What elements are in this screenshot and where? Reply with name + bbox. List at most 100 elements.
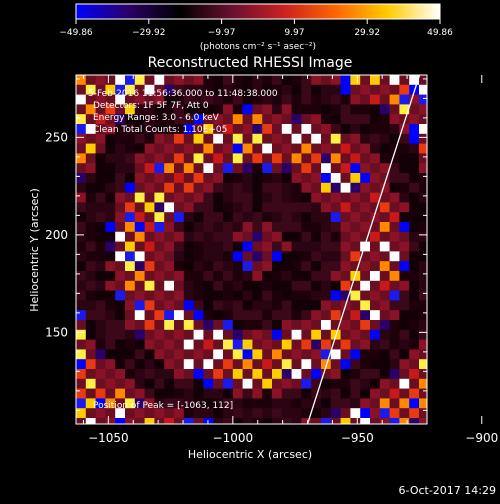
heatmap-cell — [193, 104, 204, 115]
heatmap-cell — [164, 261, 175, 272]
heatmap-cell — [164, 290, 175, 301]
heatmap-cell — [232, 349, 243, 360]
heatmap-cell — [183, 290, 194, 301]
heatmap-cell — [370, 104, 381, 115]
heatmap-cell — [389, 202, 400, 213]
heatmap-cell — [223, 418, 234, 424]
heatmap-cell — [203, 378, 214, 389]
x-axis-label: Heliocentric X (arcsec) — [188, 448, 312, 461]
heatmap-cell — [399, 94, 410, 105]
heatmap-cell — [203, 418, 214, 424]
heatmap-cell — [379, 231, 390, 242]
heatmap-cell — [399, 192, 410, 203]
heatmap-cell — [360, 143, 371, 154]
heatmap-cell — [203, 163, 214, 174]
heatmap-cell — [76, 329, 87, 340]
heatmap-cell — [95, 84, 106, 95]
heatmap-cell — [203, 290, 214, 301]
heatmap-cell — [213, 359, 224, 370]
heatmap-cell — [223, 290, 234, 301]
heatmap-cell — [164, 408, 175, 419]
heatmap-cell — [281, 271, 292, 282]
heatmap-cell — [223, 182, 234, 193]
heatmap-cell — [281, 202, 292, 213]
heatmap-image — [76, 75, 439, 424]
heatmap-cell — [379, 133, 390, 144]
heatmap-cell — [193, 75, 204, 86]
heatmap-cell — [154, 349, 165, 360]
heatmap-cell — [85, 339, 96, 350]
heatmap-cell — [272, 310, 283, 321]
heatmap-cell — [203, 114, 214, 125]
heatmap-cell — [409, 143, 420, 154]
heatmap-cell — [183, 202, 194, 213]
heatmap-cell — [429, 261, 439, 271]
heatmap-cell — [134, 339, 145, 350]
heatmap-cell — [144, 271, 155, 282]
heatmap-cell — [429, 153, 439, 163]
heatmap-cell — [203, 231, 214, 242]
heatmap-cell — [281, 94, 292, 105]
heatmap-cell — [134, 143, 145, 154]
heatmap-cell — [213, 241, 224, 252]
heatmap-cell — [419, 231, 427, 242]
heatmap-cell — [281, 369, 292, 380]
heatmap-cell — [301, 212, 312, 223]
heatmap-cell — [213, 398, 224, 409]
heatmap-cell — [193, 388, 204, 399]
heatmap-cell — [291, 408, 302, 419]
heatmap-cell — [183, 173, 194, 184]
heatmap-cell — [350, 290, 361, 301]
heatmap-cell — [144, 408, 155, 419]
heatmap-cell — [370, 408, 381, 419]
heatmap-cell — [223, 133, 234, 144]
heatmap-cell — [301, 202, 312, 213]
heatmap-cell — [134, 261, 145, 272]
heatmap-cell — [144, 290, 155, 301]
heatmap-cell — [252, 310, 263, 321]
heatmap-cell — [213, 182, 224, 193]
heatmap-cell — [125, 408, 136, 419]
heatmap-cell — [389, 320, 400, 331]
heatmap-cell — [223, 398, 234, 409]
heatmap-cell — [174, 271, 185, 282]
heatmap-cell — [281, 320, 292, 331]
heatmap-cell — [242, 192, 253, 203]
heatmap-cell — [115, 202, 126, 213]
heatmap-cell — [389, 251, 400, 262]
heatmap-cell — [370, 349, 381, 360]
heatmap-cell — [203, 300, 214, 311]
heatmap-cell — [203, 339, 214, 350]
heatmap-cell — [164, 114, 175, 125]
heatmap-cell — [281, 329, 292, 340]
heatmap-cell — [144, 231, 155, 242]
heatmap-cell — [183, 339, 194, 350]
heatmap-cell — [213, 124, 224, 135]
heatmap-cell — [340, 84, 351, 95]
heatmap-cell — [340, 153, 351, 164]
heatmap-cell — [125, 222, 136, 233]
heatmap-cell — [262, 163, 273, 174]
heatmap-cell — [154, 163, 165, 174]
heatmap-cell — [311, 163, 322, 174]
heatmap-cell — [321, 339, 332, 350]
heatmap-cell — [252, 202, 263, 213]
heatmap-cell — [76, 192, 87, 203]
heatmap-cell — [144, 300, 155, 311]
heatmap-cell — [242, 163, 253, 174]
heatmap-cell — [321, 388, 332, 399]
heatmap-cell — [321, 241, 332, 252]
heatmap-cell — [301, 290, 312, 301]
heatmap-cell — [370, 84, 381, 95]
heatmap-cell — [419, 163, 427, 174]
heatmap-cell — [419, 251, 427, 262]
heatmap-cell — [370, 290, 381, 301]
heatmap-cell — [134, 349, 145, 360]
heatmap-cell — [291, 359, 302, 370]
heatmap-cell — [193, 408, 204, 419]
heatmap-cell — [95, 75, 106, 86]
heatmap-cell — [105, 124, 116, 135]
heatmap-cell — [164, 182, 175, 193]
heatmap-cell — [281, 212, 292, 223]
heatmap-cell — [281, 408, 292, 419]
